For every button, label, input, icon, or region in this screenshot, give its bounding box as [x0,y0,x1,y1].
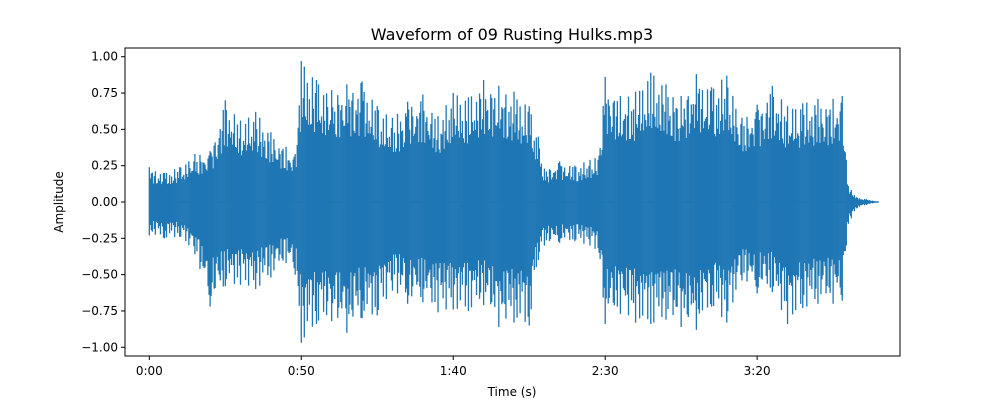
waveform-series [148,61,879,343]
x-tick-label: 0:50 [288,364,315,378]
y-axis: 1.00 0.75 0.50 0.25 0.00 −0.25 −0.50 −0.75 −1.00 [81,50,125,354]
x-axis-label: Time (s) [487,385,537,399]
y-tick-label: 0.50 [91,122,118,136]
y-tick-label: −0.50 [81,268,118,282]
x-tick-label: 1:40 [440,364,467,378]
y-tick-label: 1.00 [91,50,118,64]
y-tick-label: 0.00 [91,195,118,209]
x-tick-label: 3:20 [744,364,771,378]
x-axis: 0:00 0:50 1:40 2:30 3:20 [136,356,771,378]
y-tick-label: −0.75 [81,304,118,318]
x-tick-label: 2:30 [592,364,619,378]
x-tick-label: 0:00 [136,364,163,378]
y-axis-label: Amplitude [52,171,66,233]
y-tick-label: 0.75 [91,86,118,100]
y-tick-label: −0.25 [81,231,118,245]
plot-area [124,47,901,357]
chart-title: Waveform of 09 Rusting Hulks.mp3 [371,25,653,44]
y-tick-label: 0.25 [91,159,118,173]
y-tick-label: −1.00 [81,340,118,354]
